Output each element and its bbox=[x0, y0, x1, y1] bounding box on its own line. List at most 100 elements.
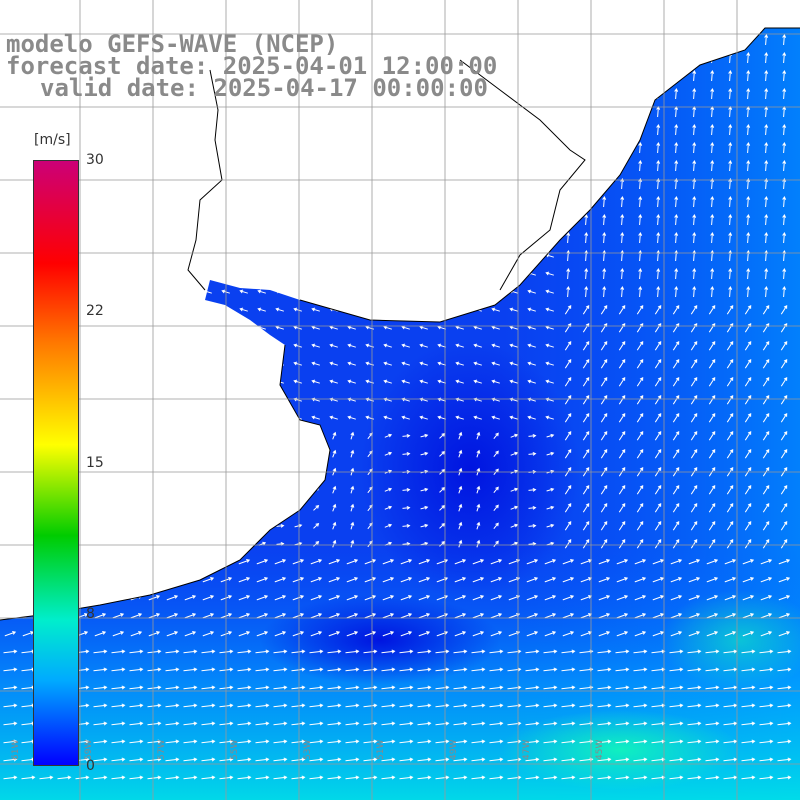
wind-arrow bbox=[365, 361, 374, 366]
wind-arrow bbox=[383, 217, 392, 222]
wind-arrow bbox=[419, 271, 428, 276]
wind-arrow bbox=[147, 775, 162, 780]
wind-arrow bbox=[111, 649, 126, 654]
wind-arrow bbox=[435, 685, 450, 690]
wind-arrow bbox=[616, 577, 629, 583]
wind-arrow bbox=[257, 127, 266, 132]
wind-arrow bbox=[491, 289, 500, 294]
wind-arrow bbox=[582, 358, 590, 369]
wind-arrow bbox=[237, 721, 252, 726]
wind-arrow bbox=[5, 235, 14, 240]
wind-arrow bbox=[382, 577, 395, 583]
wind-arrow bbox=[203, 379, 212, 384]
wind-arrow bbox=[203, 361, 212, 366]
wind-arrow bbox=[692, 214, 697, 226]
wind-arrow bbox=[710, 88, 715, 100]
wind-arrow bbox=[399, 721, 414, 726]
wind-arrow bbox=[276, 487, 285, 492]
wind-arrow bbox=[525, 685, 540, 690]
wind-arrow bbox=[777, 685, 792, 690]
wind-arrow bbox=[147, 721, 162, 726]
wind-arrow bbox=[782, 88, 787, 100]
wind-arrow bbox=[744, 484, 752, 495]
wind-arrow bbox=[455, 37, 464, 42]
wind-arrow bbox=[187, 450, 194, 457]
wind-arrow bbox=[437, 343, 446, 348]
wind-arrow bbox=[672, 376, 680, 387]
wind-arrow bbox=[615, 721, 630, 726]
wind-arrow bbox=[762, 430, 770, 441]
wind-arrow bbox=[708, 376, 716, 387]
wind-arrow bbox=[782, 34, 787, 46]
wind-arrow bbox=[759, 703, 774, 708]
wind-arrow bbox=[202, 559, 215, 565]
wind-arrow bbox=[347, 307, 356, 312]
wind-arrow bbox=[491, 181, 500, 186]
wind-arrow bbox=[275, 163, 284, 168]
wind-arrow bbox=[584, 196, 589, 208]
wind-arrow bbox=[365, 199, 374, 204]
wind-arrow bbox=[94, 613, 107, 619]
wind-arrow bbox=[93, 667, 108, 672]
wind-arrow bbox=[509, 217, 518, 222]
wind-arrow bbox=[328, 613, 341, 619]
wind-arrow bbox=[167, 379, 176, 384]
wind-arrow bbox=[5, 397, 14, 402]
wind-arrow bbox=[111, 667, 126, 672]
wind-arrow bbox=[239, 127, 248, 132]
wind-arrow bbox=[95, 325, 104, 330]
wind-arrow bbox=[726, 484, 734, 495]
wind-arrow bbox=[401, 307, 410, 312]
wind-arrow bbox=[21, 775, 36, 780]
wind-arrow bbox=[455, 343, 464, 348]
wind-arrow bbox=[780, 502, 788, 513]
wind-arrow bbox=[690, 484, 698, 495]
wind-arrow bbox=[257, 343, 266, 348]
wind-arrow bbox=[113, 361, 122, 366]
wind-arrow bbox=[95, 361, 104, 366]
wind-arrow bbox=[618, 538, 626, 549]
wind-arrow bbox=[363, 721, 378, 726]
wind-arrow bbox=[437, 379, 446, 384]
wind-arrow bbox=[131, 397, 140, 402]
wind-arrow bbox=[23, 127, 32, 132]
wind-arrow bbox=[332, 431, 337, 440]
wind-arrow bbox=[329, 127, 338, 132]
wind-arrow bbox=[674, 88, 679, 100]
wind-arrow bbox=[3, 739, 18, 744]
wind-arrow bbox=[453, 757, 468, 762]
wind-arrow bbox=[77, 307, 86, 312]
longitude-labels: 61W 59W 57W 55W 53W 51W 49W 47W 45W bbox=[11, 740, 605, 760]
wind-arrow bbox=[149, 145, 158, 150]
wind-arrow bbox=[473, 361, 482, 366]
wind-arrow bbox=[201, 703, 216, 708]
wind-arrow bbox=[255, 685, 270, 690]
wind-arrow bbox=[363, 757, 378, 762]
wind-arrow bbox=[382, 613, 395, 619]
wind-arrow bbox=[113, 109, 122, 114]
wind-arrow bbox=[310, 559, 323, 565]
wind-arrow bbox=[273, 667, 288, 672]
wind-arrow bbox=[584, 52, 589, 64]
wind-arrow bbox=[291, 685, 306, 690]
wind-arrow bbox=[491, 109, 500, 114]
wind-arrow bbox=[471, 667, 486, 672]
wind-arrow bbox=[293, 379, 302, 384]
wind-arrow bbox=[309, 685, 324, 690]
wind-arrow bbox=[509, 109, 518, 114]
wind-arrow bbox=[400, 631, 413, 637]
wind-arrow bbox=[275, 253, 284, 258]
wind-arrow bbox=[582, 394, 590, 405]
wind-arrow bbox=[98, 521, 103, 530]
wind-arrow bbox=[455, 217, 464, 222]
wind-arrow bbox=[638, 160, 643, 172]
wind-arrow bbox=[782, 70, 787, 82]
wind-arrow bbox=[746, 70, 751, 82]
wind-arrow bbox=[669, 703, 684, 708]
wind-arrow bbox=[149, 163, 158, 168]
wind-arrow bbox=[744, 520, 752, 531]
lon-label: 53W bbox=[303, 740, 313, 760]
wind-arrow bbox=[4, 595, 17, 601]
wind-arrow bbox=[150, 487, 159, 492]
wind-arrow bbox=[293, 307, 302, 312]
